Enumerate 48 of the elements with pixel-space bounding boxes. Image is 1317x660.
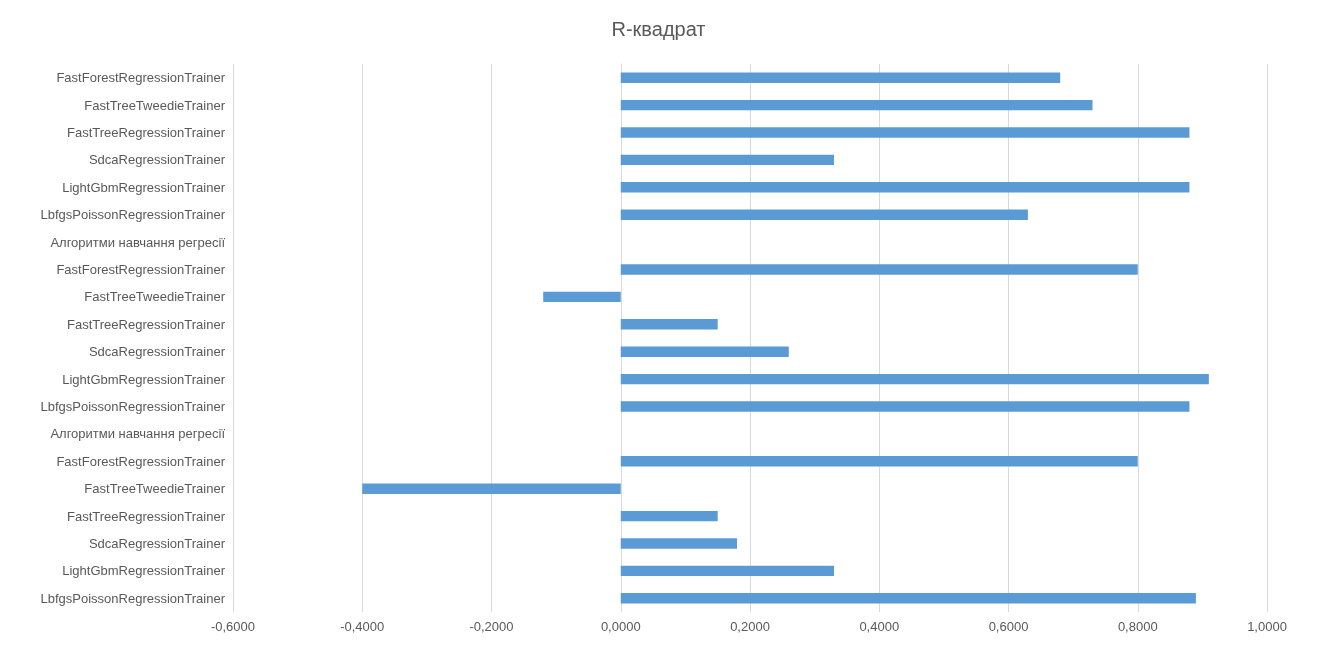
bar bbox=[620, 319, 718, 330]
bar bbox=[362, 483, 621, 494]
bar bbox=[620, 154, 835, 166]
bar bbox=[620, 346, 789, 357]
x-tick-label: -0,2000 bbox=[469, 619, 514, 634]
bar bbox=[620, 182, 1190, 193]
bar bbox=[620, 72, 1061, 83]
bar bbox=[620, 373, 1209, 385]
bar bbox=[620, 127, 1190, 138]
x-tick-label: 0,6000 bbox=[988, 619, 1029, 634]
y-tick-label: Алгоритми навчання регресії bbox=[50, 234, 226, 250]
bar bbox=[543, 291, 621, 303]
y-tick-label: LbfgsPoissonRegressionTrainer bbox=[40, 590, 226, 606]
y-tick-label: FastTreeTweedieTrainer bbox=[84, 97, 226, 113]
y-tick-label: LbfgsPoissonRegressionTrainer bbox=[40, 207, 226, 223]
x-tick-label: 0,4000 bbox=[859, 619, 900, 634]
x-tick-label: 1,0000 bbox=[1247, 619, 1287, 634]
bar bbox=[620, 538, 738, 549]
bar bbox=[620, 510, 718, 522]
y-tick-label: LightGbmRegressionTrainer bbox=[62, 371, 226, 387]
y-tick-label: LightGbmRegressionTrainer bbox=[62, 563, 226, 579]
y-tick-label: FastTreeRegressionTrainer bbox=[67, 316, 226, 332]
y-tick-label: SdcaRegressionTrainer bbox=[88, 536, 226, 551]
bar bbox=[620, 264, 1138, 275]
y-tick-label: FastForestRegressionTrainer bbox=[56, 70, 226, 86]
bar bbox=[620, 209, 1028, 220]
x-tick-label: 0,8000 bbox=[1117, 619, 1158, 634]
y-tick-label: FastForestRegressionTrainer bbox=[56, 262, 226, 277]
bar bbox=[620, 99, 1093, 111]
x-tick-label: -0,6000 bbox=[210, 619, 256, 634]
y-tick-label: LbfgsPoissonRegressionTrainer bbox=[40, 399, 226, 414]
x-tick-label: -0,4000 bbox=[340, 619, 385, 634]
y-tick-label: SdcaRegressionTrainer bbox=[88, 344, 226, 360]
x-tick-label: 0,2000 bbox=[730, 619, 770, 634]
bar bbox=[620, 593, 1196, 604]
bar bbox=[620, 401, 1190, 412]
bar bbox=[620, 565, 835, 577]
y-tick-label: FastTreeRegressionTrainer bbox=[67, 508, 226, 524]
bar bbox=[620, 456, 1138, 467]
x-tick-label: 0,0000 bbox=[600, 619, 641, 634]
y-tick-label: SdcaRegressionTrainer bbox=[88, 152, 226, 168]
y-tick-label: FastTreeTweedieTrainer bbox=[84, 481, 226, 497]
y-tick-label: Алгоритми навчання регресії bbox=[50, 426, 226, 442]
y-tick-label: LightGbmRegressionTrainer bbox=[62, 179, 226, 195]
chart-title: R-квадрат bbox=[611, 18, 706, 40]
y-tick-label: FastTreeTweedieTrainer bbox=[84, 289, 226, 305]
y-tick-label: FastForestRegressionTrainer bbox=[56, 453, 226, 469]
y-tick-label: FastTreeRegressionTrainer bbox=[67, 125, 226, 140]
